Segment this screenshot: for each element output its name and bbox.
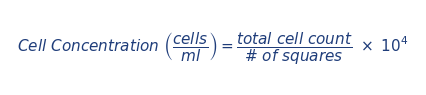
Text: $\mathbf{\it{Cell\ Concentration\ \left(\dfrac{cells}{ml}\right) = \dfrac{total\: $\mathbf{\it{Cell\ Concentration\ \left(… xyxy=(17,30,409,65)
